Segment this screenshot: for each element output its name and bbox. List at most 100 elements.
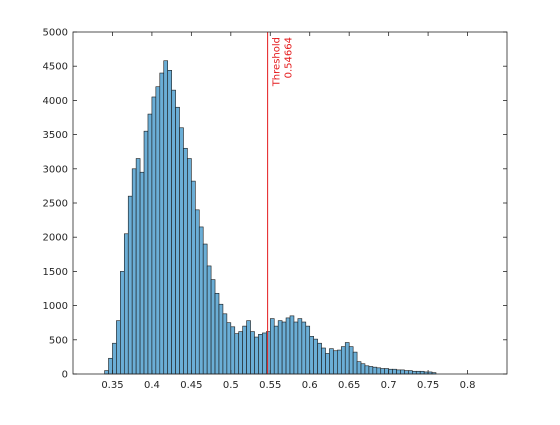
histogram-bar — [135, 158, 141, 375]
histogram-bar — [404, 370, 409, 375]
histogram-bar — [171, 89, 176, 375]
histogram-bar — [183, 147, 188, 375]
x-tick-label: 0.4 — [144, 380, 160, 391]
histogram-bar — [238, 331, 243, 375]
histogram-bar — [127, 195, 133, 375]
histogram-bar — [254, 336, 259, 375]
histogram-bar — [202, 243, 208, 375]
histogram-bar — [419, 370, 425, 375]
histogram-bar — [123, 233, 129, 375]
x-tick-label: 0.5 — [223, 380, 239, 391]
x-tick-label: 0.6 — [302, 380, 318, 391]
y-tick-label: 1500 — [43, 267, 68, 278]
histogram-bar — [301, 321, 307, 375]
histogram-bar — [321, 347, 326, 375]
histogram-bar — [234, 333, 240, 375]
y-tick-label: 0 — [62, 370, 68, 381]
y-tick-label: 4000 — [43, 96, 68, 107]
histogram-bar — [230, 326, 236, 375]
histogram-bar — [139, 171, 145, 375]
histogram-bar — [400, 369, 405, 375]
histogram-bar — [218, 303, 224, 375]
x-tick-label: 0.35 — [101, 380, 123, 391]
x-axis: 0.35 0.4 0.45 0.5 0.55 0.6 0.65 0.7 0.75 0.8 — [101, 32, 475, 391]
histogram-bar — [309, 336, 314, 375]
histogram-bar — [198, 226, 204, 375]
histogram-bar — [246, 320, 251, 375]
histogram-bar — [305, 325, 311, 375]
histogram-bar — [281, 321, 287, 375]
histogram-bar — [364, 365, 370, 375]
x-tick-label: 0.7 — [381, 380, 397, 391]
y-axis: 0 500 1000 1500 2000 2500 3000 3500 4000 4500 5000 — [43, 28, 507, 381]
histogram-bar — [147, 113, 153, 375]
histogram-bar — [344, 342, 350, 375]
histogram-bar — [392, 368, 397, 375]
histogram-bar — [210, 279, 216, 375]
y-tick-label: 2000 — [43, 233, 68, 244]
y-tick-label: 1000 — [43, 301, 68, 312]
threshold-value-label: 0.54664 — [284, 37, 295, 78]
histogram-bar — [313, 338, 318, 375]
histogram-bar — [226, 322, 232, 375]
x-tick-label: 0.75 — [417, 380, 439, 391]
histogram-bar — [258, 334, 263, 375]
histogram-bar — [131, 168, 137, 375]
histogram-bar — [242, 325, 247, 375]
histogram-bar — [250, 331, 255, 375]
histogram-bar — [104, 370, 109, 375]
histogram-bar — [412, 370, 417, 375]
y-tick-label: 5000 — [43, 28, 68, 39]
histogram-bar — [285, 317, 291, 375]
histogram-bar — [360, 363, 366, 375]
histogram-bar — [317, 342, 322, 375]
histogram-bar — [179, 127, 184, 375]
x-tick-label: 0.55 — [259, 380, 281, 391]
x-tick-label: 0.45 — [180, 380, 202, 391]
histogram-bar — [159, 72, 165, 375]
histogram-bar — [187, 158, 192, 375]
histogram-bar — [143, 130, 149, 375]
histogram-bar — [262, 332, 267, 375]
histogram-bar — [408, 370, 413, 375]
histogram-bar — [333, 350, 338, 375]
histogram-bar — [337, 349, 342, 375]
histogram-bar — [388, 368, 393, 375]
histogram-bar — [415, 370, 421, 375]
histogram-bar — [214, 292, 220, 375]
histogram-bar — [195, 209, 200, 375]
histogram-bar — [273, 325, 279, 375]
y-tick-label: 3500 — [43, 130, 68, 141]
y-tick-label: 2500 — [43, 199, 68, 210]
histogram-bar — [376, 367, 382, 375]
threshold-label: Threshold — [272, 37, 283, 87]
x-tick-label: 0.65 — [338, 380, 360, 391]
y-tick-label: 3000 — [43, 164, 68, 175]
histogram-bar — [163, 60, 169, 375]
histogram-bar — [206, 265, 212, 375]
histogram-bar — [120, 271, 125, 375]
histogram-bar — [368, 366, 374, 375]
histogram-bar — [352, 351, 358, 375]
histogram-bar — [112, 342, 117, 375]
histogram-bar — [155, 86, 161, 375]
histogram-bar — [191, 180, 196, 375]
histogram-bar — [151, 96, 157, 375]
x-tick-label: 0.8 — [460, 380, 476, 391]
histogram-bar — [325, 353, 330, 375]
histogram-bar — [356, 361, 362, 375]
y-tick-label: 4500 — [43, 62, 68, 73]
histogram-bar — [293, 321, 299, 375]
histogram-bar — [289, 315, 295, 375]
histogram-bar — [380, 368, 386, 375]
histogram-bar — [277, 320, 283, 375]
histogram-bar — [340, 346, 346, 375]
y-tick-label: 500 — [49, 335, 68, 346]
histogram-bar — [348, 346, 354, 375]
histogram-bar — [167, 70, 172, 375]
histogram-bar — [116, 320, 121, 375]
histogram-bar — [108, 357, 113, 375]
histogram-bar — [372, 366, 378, 375]
